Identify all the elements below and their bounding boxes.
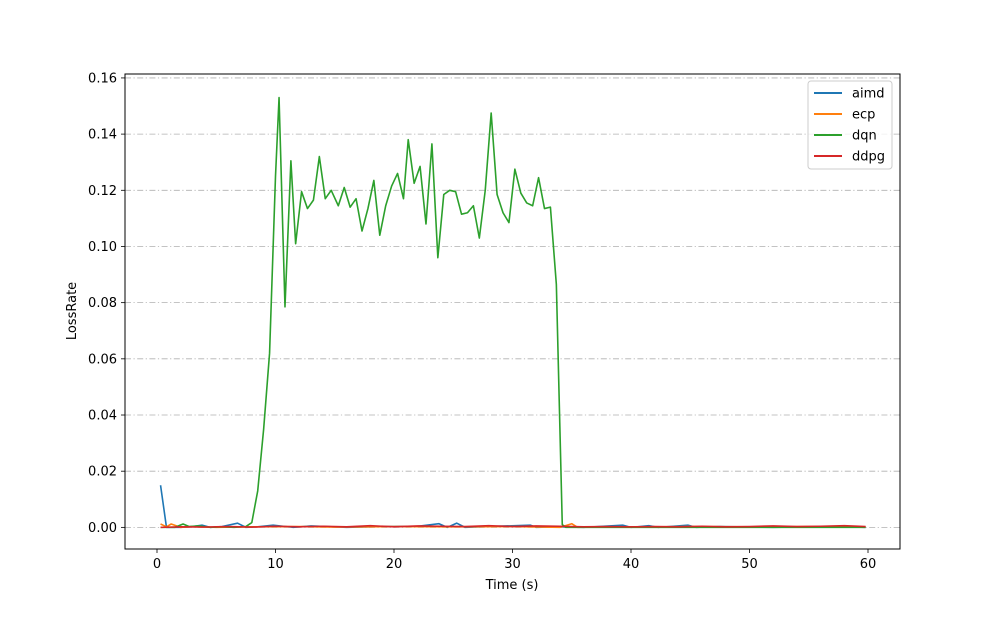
x-tick-label-3: 30 [504,557,521,572]
y-tick-label-3: 0.06 [88,352,117,367]
legend-label-dqn: dqn [852,129,877,144]
series-line-ddpg [160,524,866,529]
y-axis-ticks: 0.00 0.02 0.04 0.06 0.08 0.10 0.12 0.14 0.16 [88,71,125,536]
legend: aimd ecp dqn ddpg [807,80,893,170]
x-tick-label-5: 50 [741,557,758,572]
x-axis-ticks: 0 10 20 30 40 50 60 [153,549,876,572]
series-line-dqn [160,96,866,529]
y-tick-label-0: 0.00 [88,521,117,536]
y-tick-label-5: 0.10 [88,240,117,255]
legend-label-ecp: ecp [852,108,875,123]
x-tick-label-2: 20 [386,557,403,572]
y-tick-label-4: 0.08 [88,296,117,311]
y-axis-label: LossRate [65,282,80,340]
y-tick-label-2: 0.04 [88,409,117,424]
y-tick-label-6: 0.12 [88,184,117,199]
legend-box [807,80,893,170]
x-tick-label-6: 60 [860,557,877,572]
y-tick-label-8: 0.16 [88,71,117,86]
series-lines [159,96,866,529]
x-tick-label-4: 40 [623,557,640,572]
y-tick-label-7: 0.14 [88,128,117,143]
x-tick-label-1: 10 [267,557,284,572]
y-tick-label-1: 0.02 [88,465,117,480]
x-axis-label: Time (s) [485,578,539,593]
legend-label-aimd: aimd [852,87,885,102]
x-tick-label-0: 0 [153,557,161,572]
legend-label-ddpg: ddpg [852,150,885,165]
